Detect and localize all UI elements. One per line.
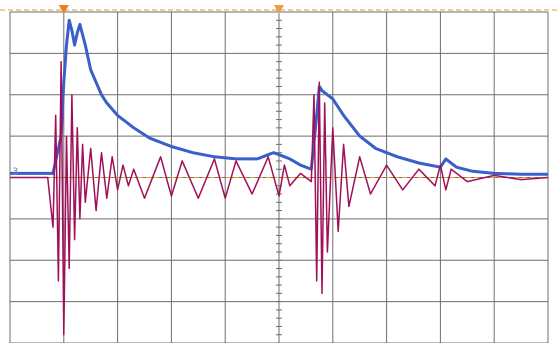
channel-labels: 3 (12, 166, 18, 177)
channel-1-trace (10, 18, 548, 176)
traces (10, 18, 549, 336)
trigger-marker-1 (58, 5, 69, 14)
channel-label-1: 3 (12, 166, 18, 177)
channel-2-trace (10, 60, 549, 336)
trigger-marker-2 (274, 5, 284, 14)
trigger-markers (58, 5, 284, 14)
